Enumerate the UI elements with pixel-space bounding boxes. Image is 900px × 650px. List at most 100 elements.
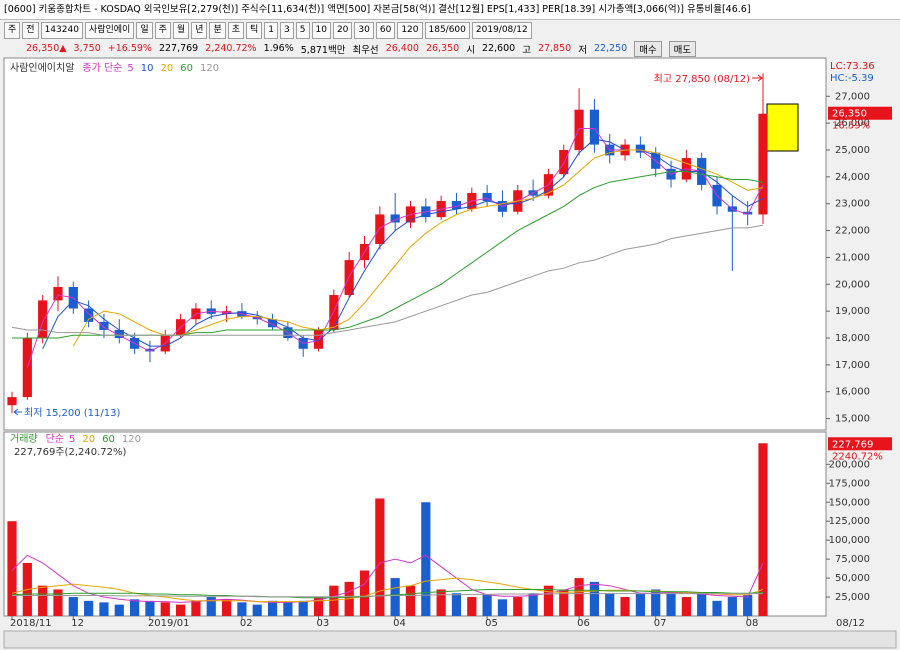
legend-entry: 60 xyxy=(180,63,193,74)
toolbar-item[interactable]: 틱 xyxy=(246,21,263,39)
volume-bar xyxy=(114,604,124,616)
info-item: 저 xyxy=(578,44,587,56)
candle-body xyxy=(114,329,124,339)
info-item: 최우선 xyxy=(352,44,379,56)
volume-bar xyxy=(252,604,262,616)
candle-body xyxy=(589,109,600,145)
info-item: 22,600 xyxy=(481,43,516,54)
info-item: 1.96% xyxy=(263,43,294,54)
volume-bar xyxy=(758,443,768,616)
y-tick-label: 26,000 xyxy=(835,118,870,129)
info-item: 227,769 xyxy=(158,43,199,54)
volume-panel xyxy=(3,431,827,617)
y-tick-label: 175,000 xyxy=(829,478,870,489)
low-arrow xyxy=(13,408,22,416)
x-tick-label: 02 xyxy=(240,618,253,629)
ma-line xyxy=(11,224,764,336)
y-tick-label: 16,000 xyxy=(835,387,870,398)
indicator: HC:-5.39 xyxy=(830,73,874,84)
y-tick-label: 24,000 xyxy=(835,172,870,183)
x-tick-label: 2018/11 xyxy=(10,618,52,629)
y-tick-label: 18,000 xyxy=(835,333,870,344)
toolbar-item[interactable]: 2019/08/12 xyxy=(471,21,532,39)
toolbar-item[interactable]: 60 xyxy=(375,21,396,39)
candle-body xyxy=(7,397,17,406)
x-tick-label: 04 xyxy=(393,618,406,629)
volume-bar xyxy=(298,600,308,616)
legend-prefix: 단순 xyxy=(46,433,64,445)
info-item: 27,850 xyxy=(537,43,572,54)
toolbar-item[interactable]: 10 xyxy=(311,21,331,39)
volume-bar xyxy=(543,585,554,616)
toolbar-item[interactable]: 주 xyxy=(154,21,171,39)
toolbar-item[interactable]: 143240 xyxy=(40,21,83,39)
toolbar-item[interactable]: 30 xyxy=(354,21,374,39)
toolbar-item[interactable]: 120 xyxy=(397,21,423,39)
volume-bar xyxy=(267,600,278,616)
legend-entry: 120 xyxy=(200,63,219,74)
toolbar-item[interactable]: 전 xyxy=(22,21,39,39)
candle-body xyxy=(344,260,354,296)
scrollbar[interactable] xyxy=(3,630,897,649)
toolbar-item[interactable]: 년 xyxy=(191,21,208,39)
x-tick-label: 03 xyxy=(317,618,330,629)
toolbar-item[interactable]: 3 xyxy=(280,21,294,39)
toolbar-item[interactable]: 사람인에이 xyxy=(84,21,135,39)
info-item: 시 xyxy=(466,44,475,56)
info-row: 26,350▲ 3,750 +16.59% 227,769 2,240.72% 1.96%… xyxy=(0,40,900,57)
volume-bar xyxy=(313,597,324,616)
candle-body xyxy=(84,308,94,322)
high-arrow xyxy=(752,74,764,82)
candle-body xyxy=(38,300,48,339)
candle-body xyxy=(758,113,768,215)
candle-body xyxy=(390,214,400,223)
volume-bar xyxy=(221,599,232,616)
volume-bar xyxy=(635,593,645,616)
y-tick-label: 21,000 xyxy=(835,252,870,263)
change-tag: 16.59% xyxy=(832,121,870,132)
toolbar-item[interactable]: 185/600 xyxy=(424,21,470,39)
candle-body xyxy=(559,149,569,175)
volume-bar xyxy=(589,581,600,616)
legend-entry: 5 xyxy=(127,63,133,74)
legend-title: 사람인에이치알 xyxy=(10,61,74,74)
toolbar-item[interactable]: 주 xyxy=(4,21,21,39)
volume-bar xyxy=(482,594,492,616)
volume-bar xyxy=(359,570,370,616)
volume-bar xyxy=(620,597,630,616)
info-item: 26,350 xyxy=(425,43,460,54)
y-tick-label: 75,000 xyxy=(835,554,870,565)
x-tick-label: 06 xyxy=(577,618,590,629)
volume-bar xyxy=(38,585,48,616)
volume-bar xyxy=(130,599,140,616)
volume-bar xyxy=(68,597,78,616)
high-note: 최고 27,850 (08/12) xyxy=(654,73,750,85)
toolbar-item[interactable]: 분 xyxy=(209,21,226,39)
volume-bar xyxy=(329,585,339,616)
y-tick-label: 19,000 xyxy=(835,306,870,317)
volume-bar xyxy=(145,600,155,616)
volume-bar xyxy=(99,602,109,616)
order-button[interactable]: 매도 xyxy=(668,40,697,57)
candle-body xyxy=(743,211,753,215)
volume-bar xyxy=(160,602,170,616)
volume-bar xyxy=(513,597,523,616)
y-tick-label: 100,000 xyxy=(829,535,870,546)
info-item: 26,400 xyxy=(385,43,419,54)
order-button[interactable]: 매수 xyxy=(634,40,662,57)
volume-tag-box xyxy=(828,437,892,451)
toolbar-item[interactable]: 월 xyxy=(172,21,190,39)
volume-bar xyxy=(681,597,691,616)
marker-box xyxy=(766,103,799,152)
x-tick-label: 05 xyxy=(485,618,498,629)
volume-info: 227,769주(2,240.72%) xyxy=(14,447,126,458)
toolbar-item[interactable]: 20 xyxy=(332,21,353,39)
info-item: 26,350▲ xyxy=(26,43,67,54)
x-tick-label: 2019/01 xyxy=(148,618,190,629)
y-tick-label: 17,000 xyxy=(835,360,870,371)
toolbar-item[interactable]: 일 xyxy=(136,21,153,39)
toolbar-item[interactable]: 초 xyxy=(227,21,245,39)
toolbar-item[interactable]: 5 xyxy=(295,21,310,39)
toolbar-item[interactable]: 1 xyxy=(264,21,279,39)
